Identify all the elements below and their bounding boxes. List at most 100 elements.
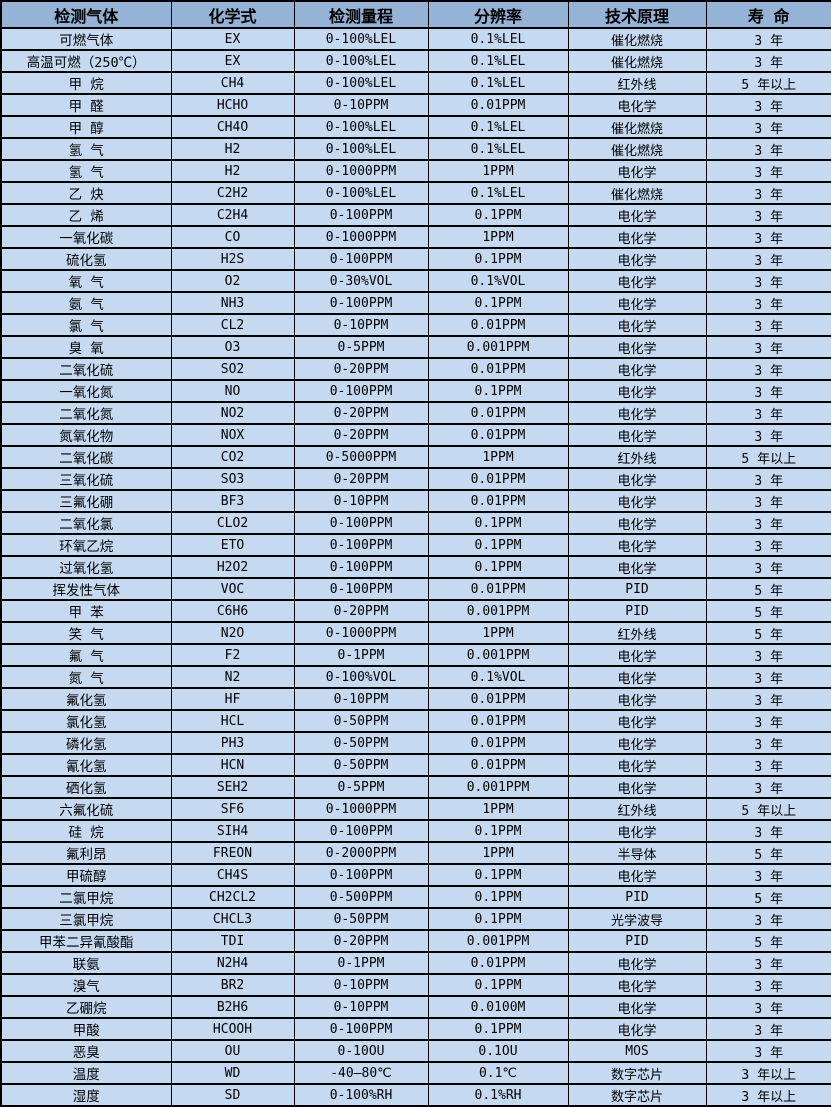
table-row: 硫化氢 H2S 0-100PPM 0.1PPM 电化学 3 年 [0, 247, 831, 271]
cell-lifespan: 3 年 [705, 291, 831, 315]
cell-technology: 电化学 [567, 489, 707, 513]
table-row: 二氧化氯 CLO2 0-100PPM 0.1PPM 电化学 3 年 [0, 511, 831, 535]
cell-technology: 电化学 [567, 973, 707, 997]
cell-detection-range: 0-100PPM [293, 819, 429, 843]
cell-detection-range: 0-10PPM [293, 93, 429, 117]
cell-lifespan: 3 年 [705, 181, 831, 205]
cell-chemical-formula: FREON [170, 841, 295, 865]
cell-gas-name: 硅 烷 [0, 819, 172, 843]
table-row: 磷化氢 PH3 0-50PPM 0.01PPM 电化学 3 年 [0, 731, 831, 755]
cell-technology: 数字芯片 [567, 1083, 707, 1107]
cell-lifespan: 3 年 [705, 137, 831, 161]
cell-technology: 电化学 [567, 379, 707, 403]
cell-lifespan: 3 年 [705, 467, 831, 491]
cell-resolution: 0.1PPM [427, 555, 569, 579]
cell-chemical-formula: B2H6 [170, 995, 295, 1019]
cell-lifespan: 3 年 [705, 995, 831, 1019]
cell-detection-range: 0-5PPM [293, 775, 429, 799]
cell-technology: 电化学 [567, 313, 707, 337]
cell-chemical-formula: H2 [170, 137, 295, 161]
cell-chemical-formula: CO2 [170, 445, 295, 469]
cell-chemical-formula: C2H4 [170, 203, 295, 227]
cell-detection-range: 0-100PPM [293, 863, 429, 887]
cell-chemical-formula: CHCL3 [170, 907, 295, 931]
cell-technology: 电化学 [567, 819, 707, 843]
cell-technology: 催化燃烧 [567, 49, 707, 73]
cell-detection-range: 0-100%LEL [293, 49, 429, 73]
cell-resolution: 0.1PPM [427, 533, 569, 557]
cell-technology: 电化学 [567, 731, 707, 755]
cell-gas-name: 甲硫醇 [0, 863, 172, 887]
cell-resolution: 0.001PPM [427, 335, 569, 359]
cell-resolution: 0.1PPM [427, 247, 569, 271]
cell-gas-name: 二氧化氮 [0, 401, 172, 425]
cell-lifespan: 3 年 [705, 1017, 831, 1041]
cell-detection-range: 0-10PPM [293, 687, 429, 711]
cell-lifespan: 3 年 [705, 753, 831, 777]
table-row: 硅 烷 SIH4 0-100PPM 0.1PPM 电化学 3 年 [0, 819, 831, 843]
cell-technology: MOS [567, 1039, 707, 1063]
cell-detection-range: 0-1PPM [293, 951, 429, 975]
table-row: 笑 气 N2O 0-1000PPM 1PPM 红外线 5 年 [0, 621, 831, 645]
table-row: 氮氧化物 NOX 0-20PPM 0.01PPM 电化学 3 年 [0, 423, 831, 447]
cell-lifespan: 5 年 [705, 929, 831, 953]
cell-lifespan: 3 年 [705, 709, 831, 733]
cell-technology: 催化燃烧 [567, 181, 707, 205]
column-header-detection-range: 检测量程 [293, 0, 429, 29]
cell-chemical-formula: CH4S [170, 863, 295, 887]
cell-chemical-formula: TDI [170, 929, 295, 953]
cell-lifespan: 5 年以上 [705, 797, 831, 821]
cell-detection-range: 0-20PPM [293, 401, 429, 425]
cell-detection-range: -40—80℃ [293, 1061, 429, 1085]
cell-resolution: 0.1%LEL [427, 27, 569, 51]
cell-technology: 电化学 [567, 555, 707, 579]
cell-technology: 电化学 [567, 951, 707, 975]
cell-detection-range: 0-5PPM [293, 335, 429, 359]
cell-detection-range: 0-100PPM [293, 291, 429, 315]
cell-detection-range: 0-10PPM [293, 313, 429, 337]
cell-technology: 催化燃烧 [567, 137, 707, 161]
table-row: 氟 气 F2 0-1PPM 0.001PPM 电化学 3 年 [0, 643, 831, 667]
cell-chemical-formula: BR2 [170, 973, 295, 997]
cell-lifespan: 3 年 [705, 665, 831, 689]
cell-lifespan: 3 年 [705, 951, 831, 975]
cell-detection-range: 0-30%VOL [293, 269, 429, 293]
cell-gas-name: 氰化氢 [0, 753, 172, 777]
cell-technology: 半导体 [567, 841, 707, 865]
cell-chemical-formula: OU [170, 1039, 295, 1063]
cell-resolution: 0.1%RH [427, 1083, 569, 1107]
cell-lifespan: 3 年 [705, 731, 831, 755]
cell-resolution: 0.1OU [427, 1039, 569, 1063]
cell-resolution: 1PPM [427, 225, 569, 249]
cell-lifespan: 3 年 [705, 643, 831, 667]
table-row: 硒化氢 SEH2 0-5PPM 0.001PPM 电化学 3 年 [0, 775, 831, 799]
table-row: 氟利昂 FREON 0-2000PPM 1PPM 半导体 5 年 [0, 841, 831, 865]
cell-gas-name: 一氧化碳 [0, 225, 172, 249]
cell-gas-name: 甲 苯 [0, 599, 172, 623]
table-row: 挥发性气体 VOC 0-100PPM 0.01PPM PID 5 年 [0, 577, 831, 601]
cell-resolution: 0.01PPM [427, 951, 569, 975]
cell-resolution: 0.001PPM [427, 643, 569, 667]
cell-lifespan: 3 年 [705, 423, 831, 447]
cell-lifespan: 3 年以上 [705, 1083, 831, 1107]
cell-technology: 催化燃烧 [567, 115, 707, 139]
cell-chemical-formula: SEH2 [170, 775, 295, 799]
table-row: 甲 醛 HCHO 0-10PPM 0.01PPM 电化学 3 年 [0, 93, 831, 117]
cell-resolution: 0.01PPM [427, 731, 569, 755]
table-row: 二氧化氮 NO2 0-20PPM 0.01PPM 电化学 3 年 [0, 401, 831, 425]
cell-resolution: 0.1PPM [427, 1017, 569, 1041]
cell-technology: 电化学 [567, 225, 707, 249]
table-row: 甲 苯 C6H6 0-20PPM 0.001PPM PID 5 年 [0, 599, 831, 623]
cell-lifespan: 3 年 [705, 687, 831, 711]
cell-detection-range: 0-1000PPM [293, 621, 429, 645]
column-header-technology: 技术原理 [567, 0, 707, 29]
cell-chemical-formula: NO2 [170, 401, 295, 425]
cell-resolution: 0.01PPM [427, 687, 569, 711]
cell-chemical-formula: SO2 [170, 357, 295, 381]
cell-chemical-formula: CL2 [170, 313, 295, 337]
cell-gas-name: 三氯甲烷 [0, 907, 172, 931]
table-row: 氧 气 O2 0-30%VOL 0.1%VOL 电化学 3 年 [0, 269, 831, 293]
cell-detection-range: 0-20PPM [293, 929, 429, 953]
cell-lifespan: 3 年 [705, 159, 831, 183]
table-row: 二氧化硫 SO2 0-20PPM 0.01PPM 电化学 3 年 [0, 357, 831, 381]
